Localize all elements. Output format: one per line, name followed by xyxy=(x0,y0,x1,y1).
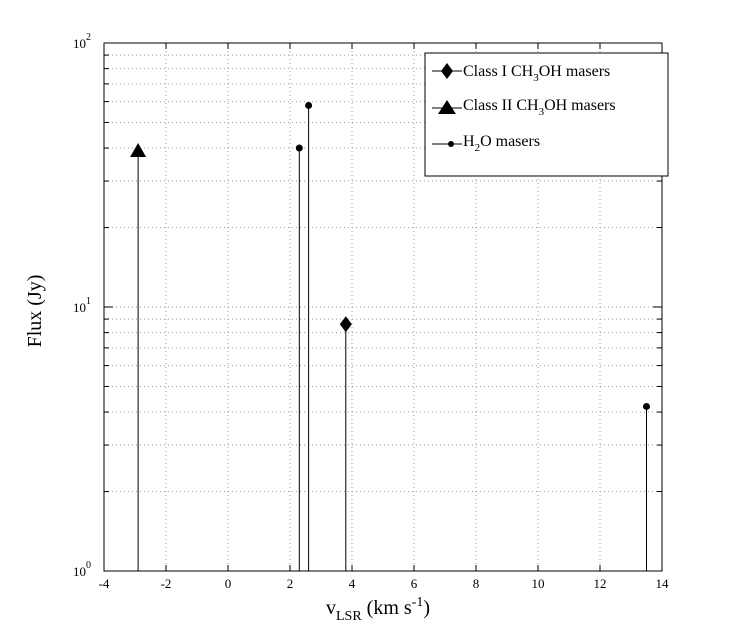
y-tick-labels: 100 101 102 xyxy=(73,32,91,579)
x-tick-label: 0 xyxy=(225,576,232,591)
x-label-main: v xyxy=(326,597,336,619)
x-axis-label: vLSR (km s-1) xyxy=(326,595,430,624)
legend-entry-class2: Class II CH3OH masers xyxy=(432,97,616,118)
x-label-end: ) xyxy=(423,597,430,619)
x-label-sup: -1 xyxy=(412,595,424,610)
point-h2o xyxy=(305,101,313,109)
markers xyxy=(130,101,650,410)
x-tick-label: 4 xyxy=(349,576,356,591)
x-tick-label: 12 xyxy=(594,576,607,591)
x-label-rest: (km s xyxy=(362,597,412,619)
x-tick-label: 6 xyxy=(411,576,418,591)
point-class1 xyxy=(339,316,352,333)
legend: Class I CH3OH masers Class II CH3OH mase… xyxy=(424,52,669,177)
x-tick-label: -4 xyxy=(99,576,110,591)
x-tick-label: 14 xyxy=(656,576,670,591)
legend-entry-h2o: H2O masers xyxy=(432,133,540,154)
legend-label-class1: Class I CH3OH masers xyxy=(463,63,610,84)
x-tick-label: 2 xyxy=(287,576,294,591)
legend-label-h2o: H2O masers xyxy=(463,133,540,154)
point-class2 xyxy=(130,142,147,157)
legend-dot-icon xyxy=(448,141,454,147)
x-tick-label: -2 xyxy=(161,576,172,591)
legend-entry-class1: Class I CH3OH masers xyxy=(432,63,610,84)
legend-box xyxy=(424,52,669,177)
legend-diamond-icon xyxy=(441,63,453,79)
x-label-sub: LSR xyxy=(336,609,362,624)
y-tick-label: 102 xyxy=(73,32,91,51)
y-tick-label: 100 xyxy=(73,560,91,579)
x-tick-label: 10 xyxy=(532,576,545,591)
x-tick-labels: -4 -2 0 2 4 6 8 10 12 14 xyxy=(99,576,669,591)
plot-frame xyxy=(103,42,663,572)
x-tick-label: 8 xyxy=(473,576,480,591)
y-axis-label: Flux (Jy) xyxy=(24,275,46,348)
legend-label-class2: Class II CH3OH masers xyxy=(463,97,616,118)
point-h2o xyxy=(295,144,303,152)
point-h2o xyxy=(643,402,650,410)
y-tick-label: 101 xyxy=(73,296,91,315)
legend-triangle-icon xyxy=(438,100,456,114)
stems xyxy=(137,105,647,571)
